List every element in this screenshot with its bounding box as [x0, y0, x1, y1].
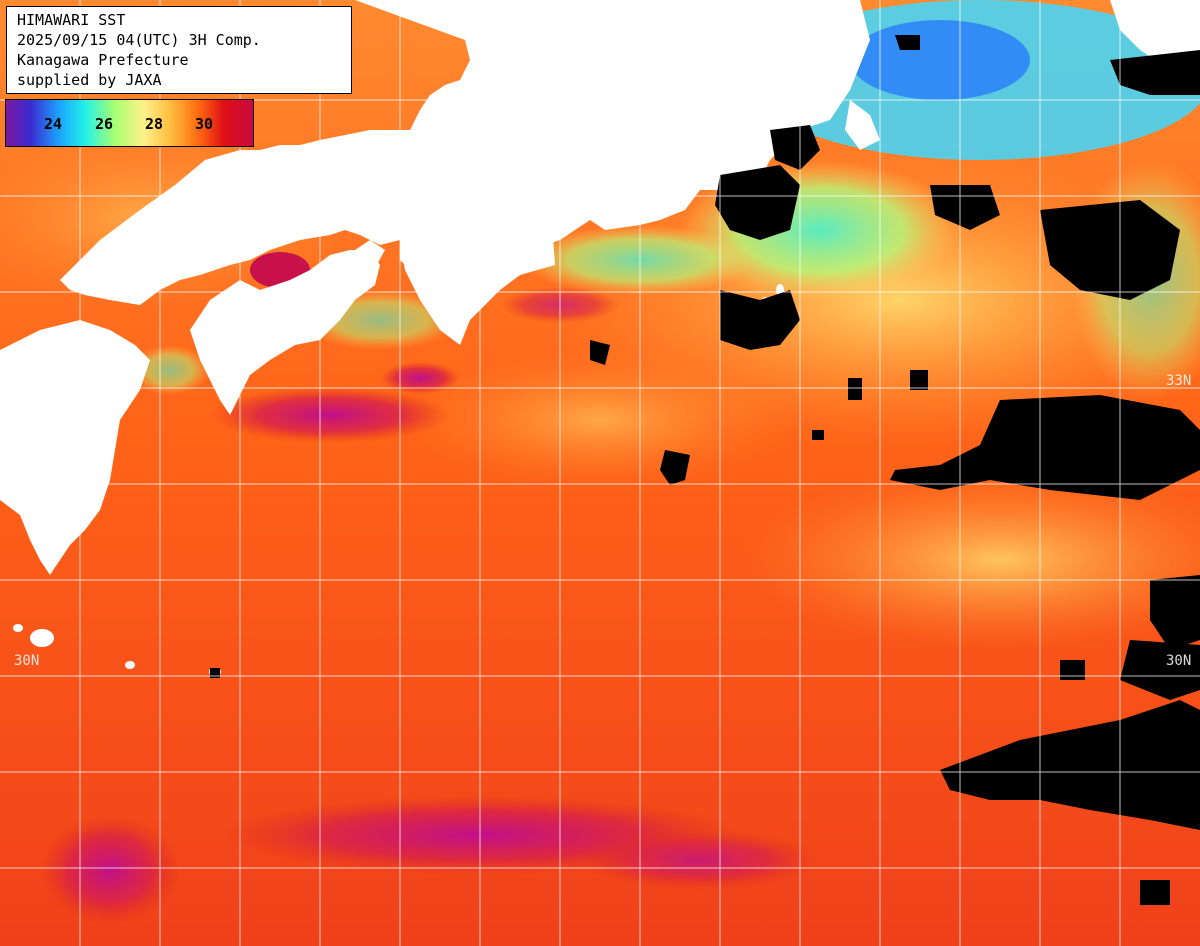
- island: [30, 629, 54, 647]
- awaji-island: [355, 240, 385, 268]
- sst-band-yellow: [740, 470, 1200, 650]
- sst-cool-water: [130, 345, 210, 395]
- land: [0, 0, 1200, 676]
- cloud-patch: [848, 378, 862, 400]
- cloud-patch: [1040, 200, 1180, 300]
- cloud-patch: [1060, 660, 1085, 680]
- lat-label-33n-right: 33N: [1166, 373, 1192, 389]
- sst-cool-water: [850, 20, 1030, 100]
- title-box: HIMAWARI SST 2025/09/15 04(UTC) 3H Comp.…: [6, 6, 352, 94]
- cloud-patch: [590, 340, 610, 365]
- cloud-patch: [1120, 640, 1200, 700]
- cloud-patch: [812, 430, 824, 440]
- sst-hot-patch: [380, 362, 460, 394]
- shikoku: [190, 250, 380, 415]
- colorbar-tick: 28: [145, 115, 164, 133]
- cloud-patch: [1150, 575, 1200, 650]
- colorbar-tick: 26: [95, 115, 114, 133]
- island: [13, 624, 23, 632]
- title-line: supplied by JAXA: [17, 71, 162, 89]
- title-line: 2025/09/15 04(UTC) 3H Comp.: [17, 31, 261, 49]
- cloud-patch: [1140, 880, 1170, 905]
- title-line: Kanagawa Prefecture: [17, 51, 189, 69]
- cloud-patch: [1110, 50, 1200, 95]
- title-line: HIMAWARI SST: [17, 11, 126, 29]
- colorbar-tick: 30: [195, 115, 214, 133]
- cloud-patch: [910, 370, 928, 390]
- sst-hot-patch: [210, 387, 450, 443]
- cloud-patch: [715, 165, 800, 240]
- honshu: [60, 0, 870, 345]
- cloud-patch: [660, 450, 690, 485]
- cloud-mask: [210, 35, 1200, 905]
- cloud-patch: [895, 35, 920, 50]
- cloud-patch: [210, 668, 220, 678]
- island: [125, 661, 135, 669]
- colorbar-tick: 24: [44, 115, 63, 133]
- lat-label-30n-right: 30N: [1166, 653, 1192, 669]
- cloud-patch: [720, 290, 800, 350]
- cloud-patch: [940, 700, 1200, 830]
- kyushu: [0, 320, 150, 575]
- sst-hot-patch: [580, 830, 820, 890]
- boso-peninsula: [845, 100, 880, 150]
- sst-hot-patch: [40, 815, 180, 925]
- cloud-patch: [770, 125, 820, 170]
- cloud-patch: [890, 395, 1200, 500]
- lat-label-30n-left: 30N: [14, 653, 40, 669]
- kii-peninsula: [400, 230, 430, 270]
- sst-band-yellow: [400, 350, 800, 490]
- sst-colorbar: 24 26 28 30: [5, 99, 254, 147]
